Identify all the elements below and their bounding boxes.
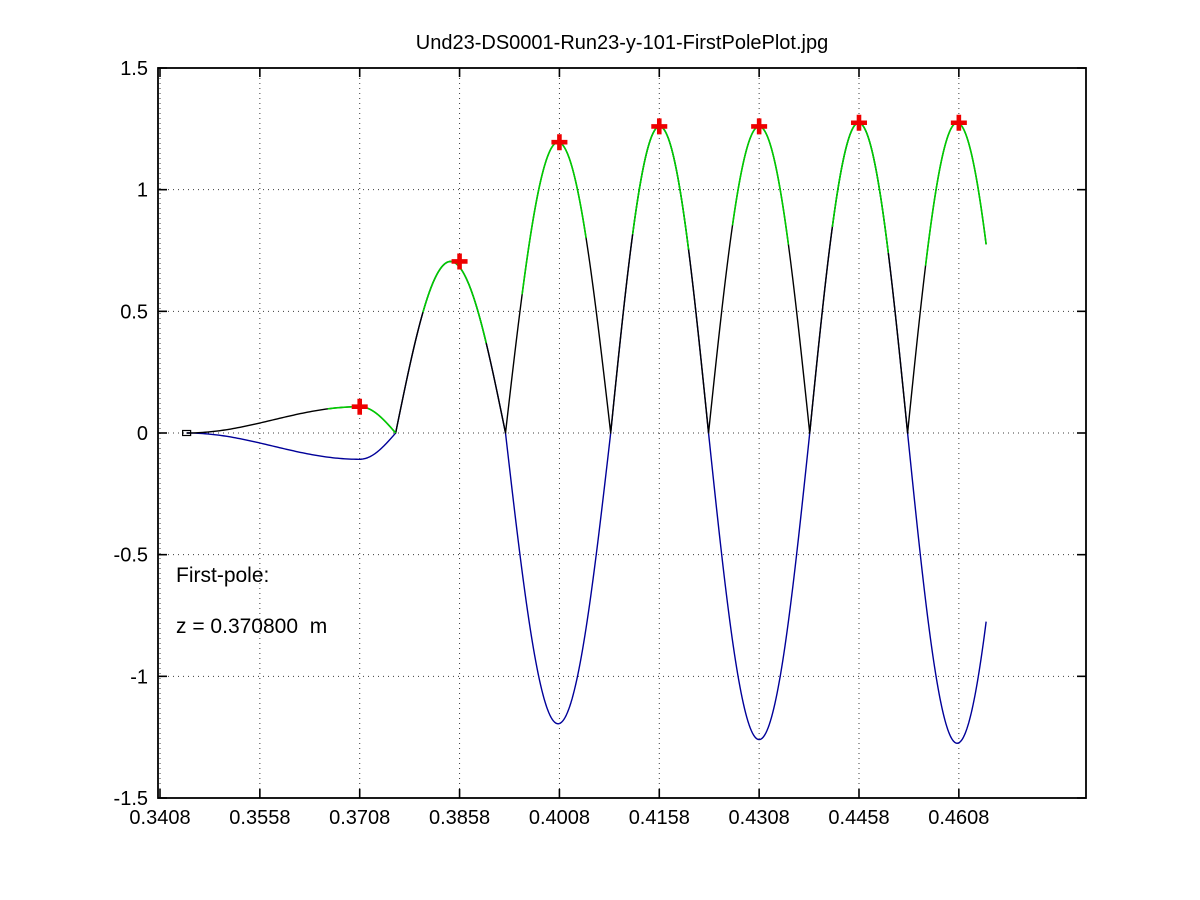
first-pole-label: First-pole: [176,564,270,587]
y-tick-label: -0.5 [114,545,148,567]
plot-title: Und23-DS0001-Run23-y-101-FirstPolePlot.j… [415,32,829,54]
y-tick-label: 1 [137,180,148,202]
x-tick-label: 0.3708 [329,807,390,829]
y-tick-label: 1.5 [120,58,148,80]
x-tick-label: 0.3558 [229,807,290,829]
x-tick-label: 0.4158 [629,807,690,829]
pole-markers [351,114,967,415]
x-tick-label: 0.3408 [129,807,190,829]
x-tick-label: 0.4458 [828,807,889,829]
y-tick-label: -1 [130,666,148,688]
data-start-marker [182,429,192,437]
axis-box [157,67,1087,799]
x-tick-label: 0.4308 [729,807,790,829]
x-tick-label: 0.4008 [529,807,590,829]
x-tick-label: 0.4608 [928,807,989,829]
x-tick-labels: 0.3408 0.3558 0.3708 0.3858 0.4008 0.4158 0.43… [129,807,989,829]
x-tick-label: 0.3858 [429,807,490,829]
y-tick-label: -1.5 [114,788,148,810]
y-tick-label: 0 [137,423,148,445]
first-pole-value: z = 0.370800 m [176,615,328,638]
y-tick-label: 0.5 [120,301,148,323]
y-tick-labels: -1.5 -1 -0.5 0 0.5 1 1.5 [114,58,148,810]
